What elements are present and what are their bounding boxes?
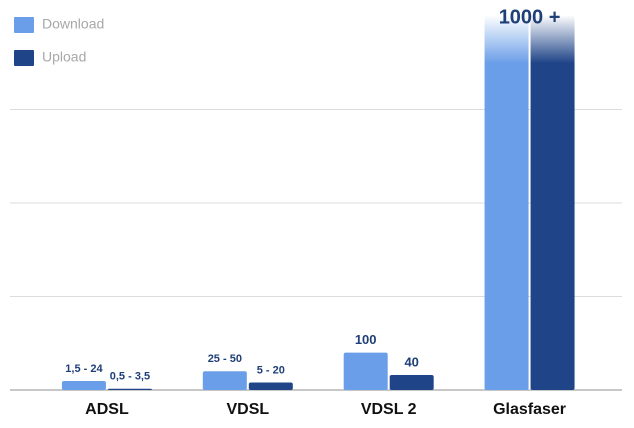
value-label: 5 - 20 xyxy=(257,364,285,376)
bar xyxy=(343,352,388,390)
bar xyxy=(389,375,434,390)
value-label: 25 - 50 xyxy=(208,353,242,365)
bar xyxy=(530,16,575,390)
bar xyxy=(202,371,247,390)
bar xyxy=(484,16,529,390)
x-tick-label: VDSL xyxy=(226,401,269,418)
x-tick-label: ADSL xyxy=(85,401,129,418)
value-label: 1000 + xyxy=(499,6,561,28)
bar-fade xyxy=(482,15,577,63)
legend-label: Download xyxy=(42,16,104,32)
bar xyxy=(107,388,152,390)
legend-label: Upload xyxy=(42,49,86,65)
bar xyxy=(248,382,293,390)
x-tick-label: Glasfaser xyxy=(493,401,566,418)
value-label: 100 xyxy=(355,332,377,347)
x-tick-label: VDSL 2 xyxy=(361,401,417,418)
value-label: 0,5 - 3,5 xyxy=(110,371,150,383)
value-label: 40 xyxy=(404,354,418,369)
legend-swatch xyxy=(14,17,34,33)
value-label: 1,5 - 24 xyxy=(65,363,103,375)
bar xyxy=(61,381,106,390)
legend-swatch xyxy=(14,50,34,66)
